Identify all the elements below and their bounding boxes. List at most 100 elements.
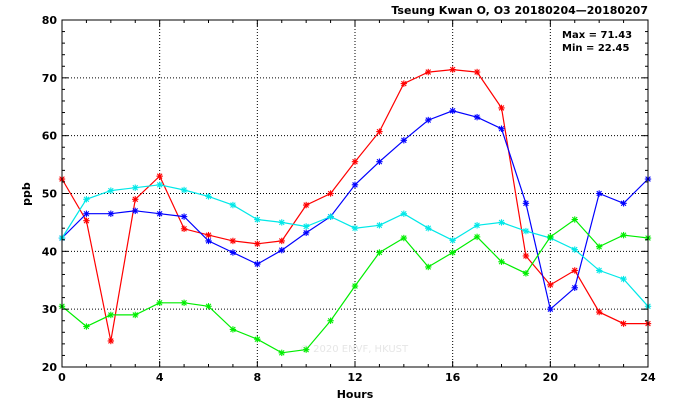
data-point [522,252,530,260]
y-axis-label: ppb [20,182,33,206]
series-group [58,66,652,357]
x-tick-label: 8 [254,371,262,384]
data-point [205,237,212,245]
data-point [449,249,456,256]
series-3 [58,181,652,310]
min-label: Min = 22.45 [562,43,630,54]
data-point [278,237,285,245]
data-point [473,233,481,241]
data-point [351,158,359,165]
data-point [473,222,481,229]
data-point [83,210,90,217]
data-point [400,80,408,87]
data-point [425,225,432,232]
data-point [449,237,456,244]
data-point [180,213,188,220]
x-tick-label: 0 [58,371,66,384]
data-point [620,275,627,283]
y-tick-label: 40 [42,245,58,258]
data-point [522,227,530,235]
data-point [229,249,237,256]
data-point [229,326,237,333]
data-point [376,249,383,256]
data-point [278,349,285,357]
data-point [425,68,432,76]
data-point [400,137,408,144]
x-tick-label: 24 [640,371,656,384]
data-point [449,107,456,114]
data-point [180,225,188,232]
data-point [351,282,359,290]
data-point [205,231,212,239]
x-tick-label: 4 [156,371,164,384]
data-point [595,267,603,274]
data-point [620,320,627,327]
x-axis-label: Hours [337,388,374,401]
data-point [498,104,505,112]
data-point [302,229,310,237]
data-point [327,213,334,220]
data-point [180,186,188,194]
data-point [571,246,578,253]
y-tick-label: 30 [42,303,58,316]
data-point [327,317,334,324]
data-point [595,243,603,250]
data-point [351,225,359,232]
data-point [449,66,456,73]
y-tick-label: 60 [42,130,58,143]
data-point [547,233,554,241]
data-point [571,284,578,291]
data-point [132,184,139,191]
data-point [254,240,261,248]
data-point [229,201,237,209]
data-point [376,128,383,135]
y-tick-label: 70 [42,72,58,85]
data-point [595,190,603,197]
data-point [302,223,310,230]
data-point [278,246,285,254]
data-point [522,270,530,277]
data-point [327,190,334,197]
chart-title: Tseung Kwan O, O3 20180204—20180207 [391,4,648,17]
data-point [254,216,261,223]
x-tick-label: 20 [543,371,559,384]
data-point [620,200,627,207]
data-point [156,299,163,307]
y-tick-label: 20 [42,361,58,374]
data-point [425,116,432,124]
y-tick-label: 80 [42,14,58,27]
data-point [205,303,212,310]
max-label: Max = 71.43 [562,30,632,41]
axis-ticks: 0 4 8 12 16 20 24 20 30 40 50 60 70 80 [42,14,656,384]
data-point [425,263,432,271]
data-point [278,219,285,226]
data-point [132,207,139,215]
data-point [547,281,554,289]
data-point [620,231,627,239]
data-point [156,172,163,180]
data-point [83,217,90,224]
data-point [473,68,481,76]
data-point [498,219,505,226]
data-point [351,181,359,189]
data-point [522,200,530,207]
data-point [156,181,163,189]
data-point [498,258,505,265]
data-point [107,311,115,319]
x-tick-label: 16 [445,371,461,384]
watermark: © 2020 ENVF, HKUST [300,344,409,355]
data-point [473,113,481,121]
data-point [180,299,188,307]
data-point [571,216,578,223]
data-point [107,337,115,345]
data-point [156,210,163,217]
x-tick-label: 12 [347,371,362,384]
data-point [83,196,90,203]
data-point [254,260,261,268]
data-point [107,187,115,194]
data-point [571,267,578,274]
data-point [83,323,90,330]
data-point [376,158,383,165]
data-point [498,125,505,132]
